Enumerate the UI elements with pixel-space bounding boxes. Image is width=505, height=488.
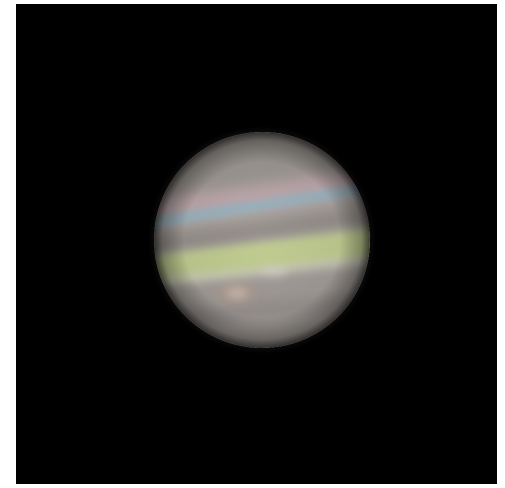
limb-darkening bbox=[154, 132, 370, 348]
planet-photo bbox=[16, 4, 497, 484]
photo-canvas bbox=[16, 4, 497, 484]
